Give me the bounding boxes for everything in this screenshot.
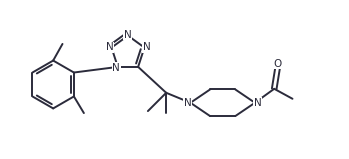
Text: N: N xyxy=(112,62,120,73)
Text: O: O xyxy=(273,59,282,69)
Text: N: N xyxy=(106,42,113,52)
Text: N: N xyxy=(184,98,192,108)
Text: N: N xyxy=(254,98,261,108)
Text: N: N xyxy=(124,30,132,40)
Text: N: N xyxy=(142,42,150,52)
